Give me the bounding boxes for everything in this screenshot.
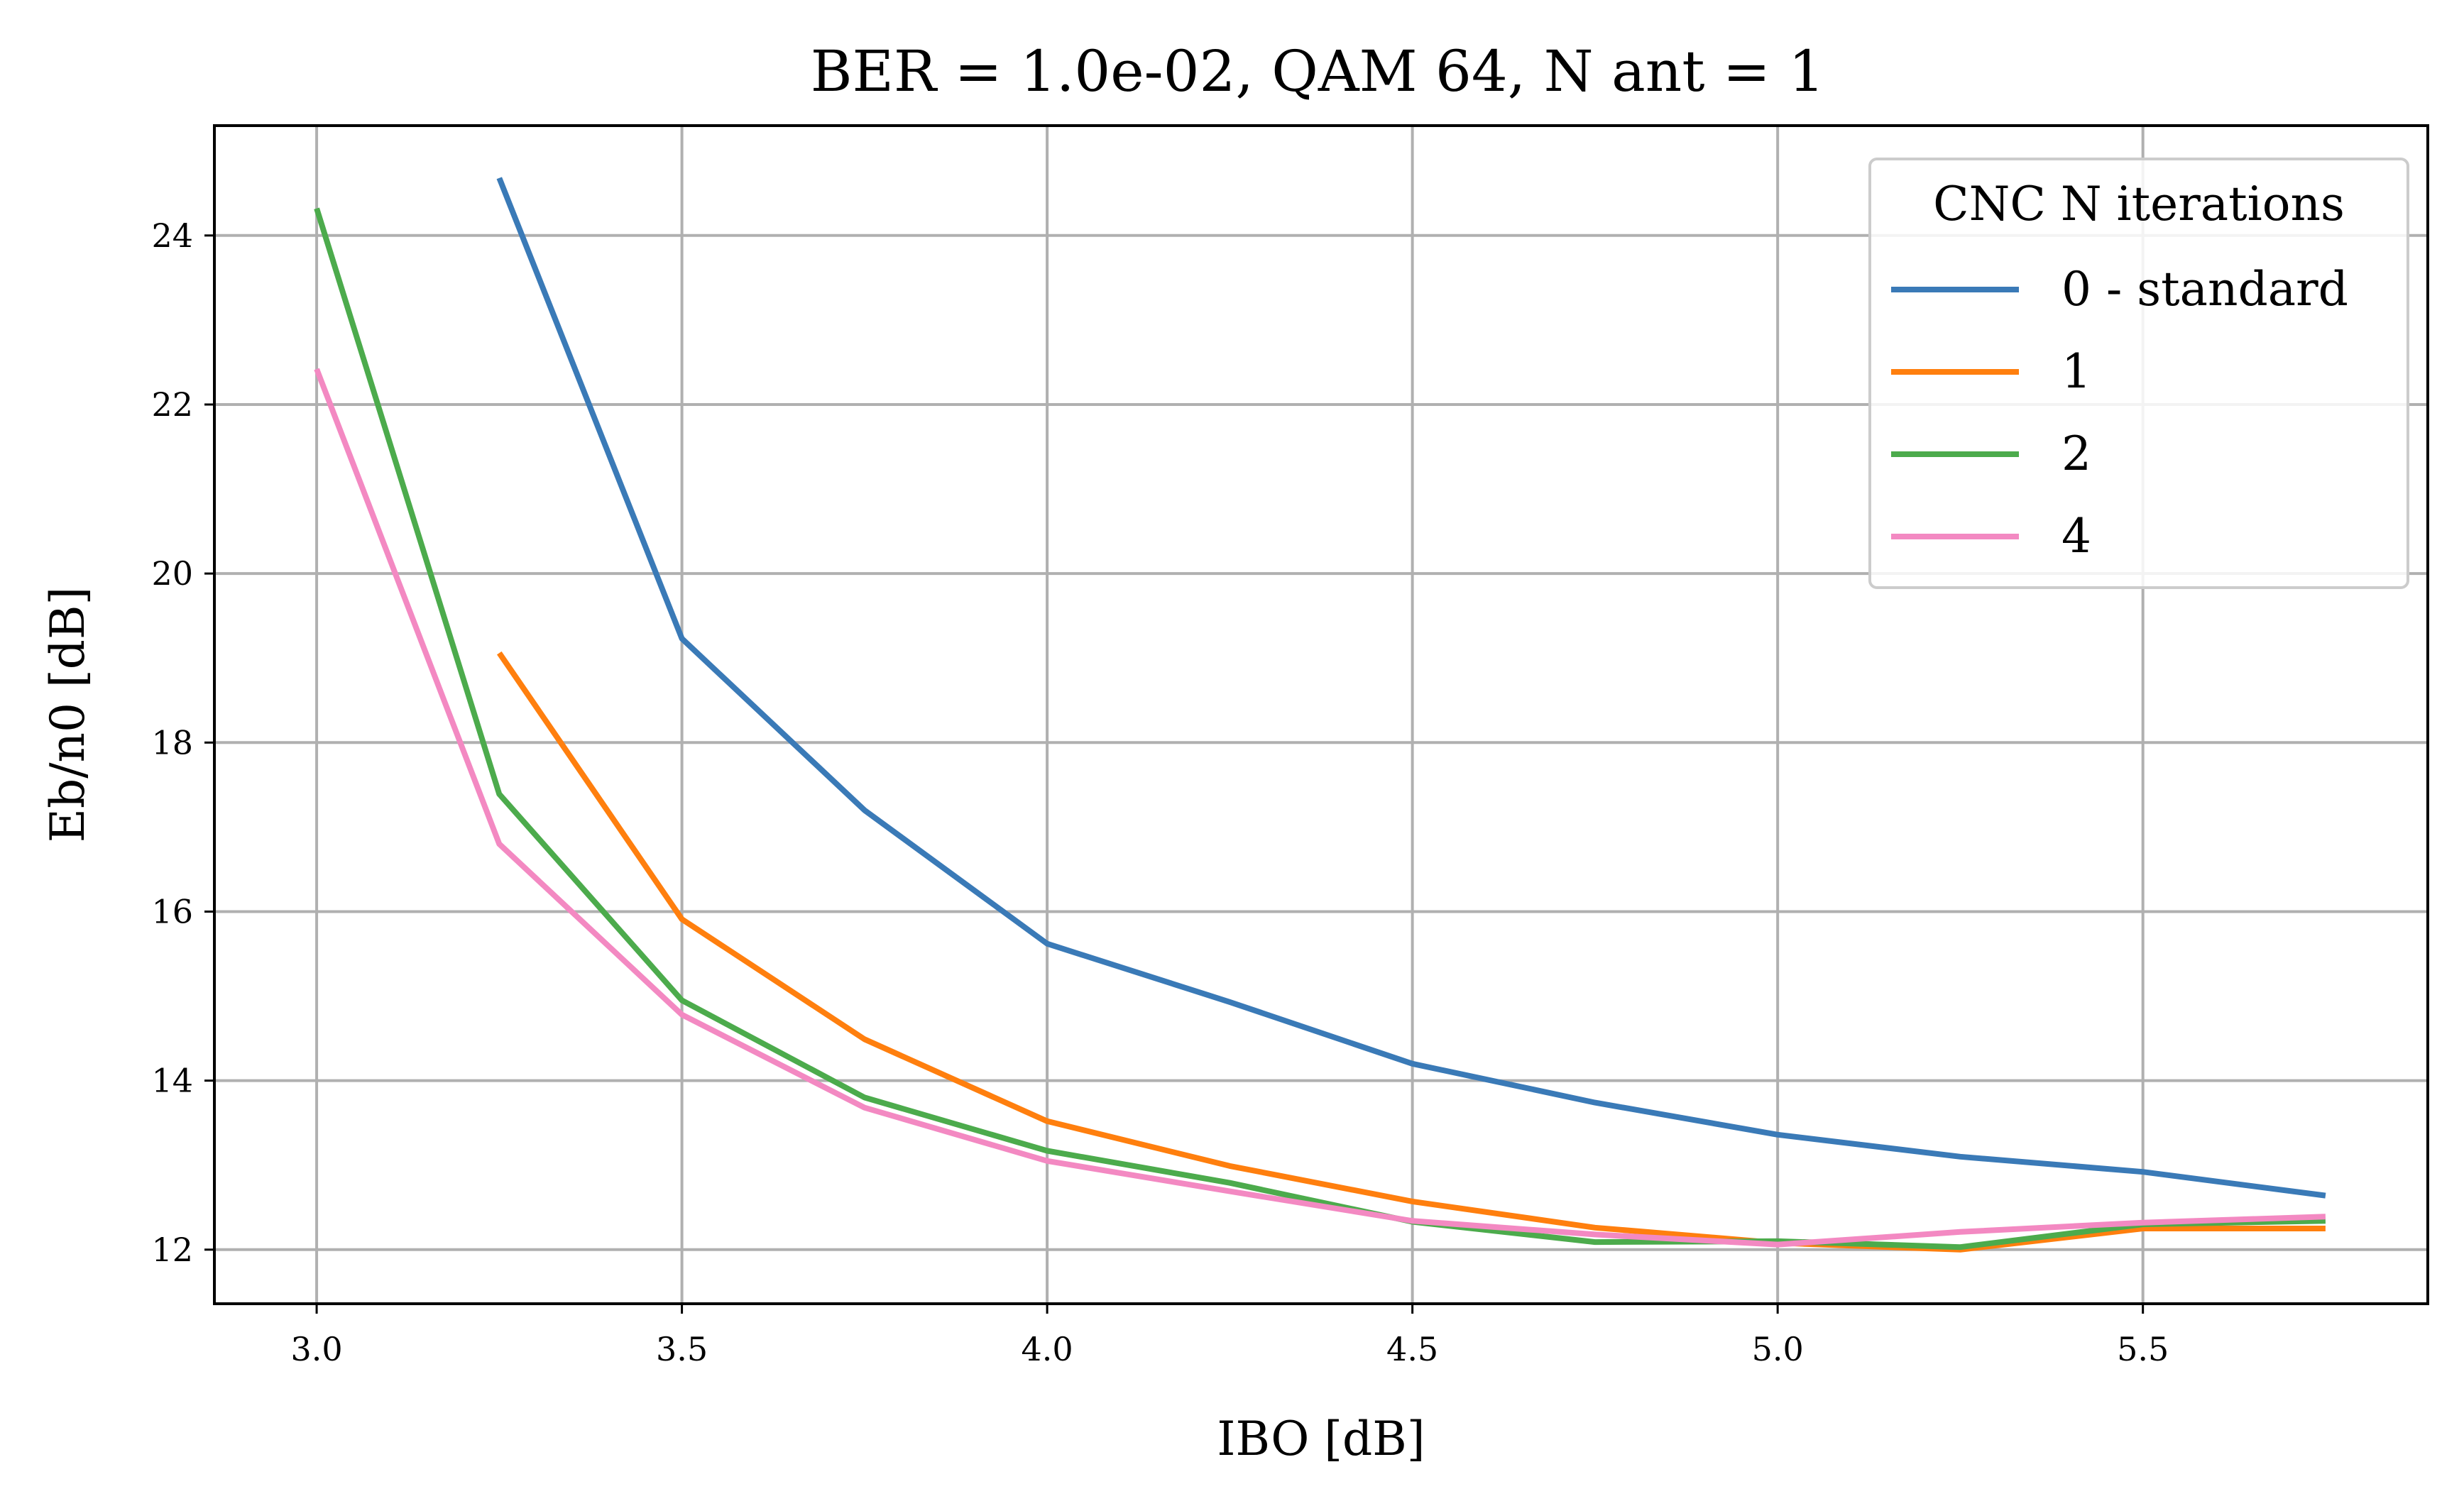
- series-line-0-standard: [496, 177, 2326, 1199]
- x-tick-label: 5.5: [2117, 1330, 2169, 1368]
- series-line-1: [497, 651, 2326, 1253]
- x-tick-label: 5.0: [1752, 1330, 1804, 1368]
- legend-entries: 0 - standard 1 2 4: [1891, 262, 2348, 564]
- legend-box: [1868, 158, 2409, 589]
- series-line-4: [314, 368, 2326, 1248]
- y-axis-label: Eb/n0 [dB]: [40, 587, 95, 842]
- plot-frame: [213, 124, 2429, 1305]
- y-tick-label: 14: [151, 1062, 193, 1100]
- legend-label: 4: [2061, 509, 2091, 564]
- x-axis-ticks: 3.0 3.5 4.0 4.5 5.0 5.5: [290, 1304, 2169, 1368]
- legend: CNC N iterations 0 - standard 1 2 4: [1868, 158, 2409, 589]
- y-tick-label: 16: [151, 892, 193, 930]
- legend-title: CNC N iterations: [1933, 177, 2345, 231]
- y-tick-label: 12: [151, 1231, 193, 1269]
- x-tick-label: 4.0: [1022, 1330, 1073, 1368]
- legend-label: 2: [2061, 427, 2091, 481]
- y-tick-label: 22: [151, 385, 193, 424]
- x-axis-label: IBO [dB]: [1217, 1412, 1425, 1466]
- y-tick-label: 20: [151, 554, 193, 593]
- legend-label: 0 - standard: [2061, 262, 2348, 317]
- y-tick-label: 24: [151, 216, 193, 255]
- series-line-2: [314, 207, 2326, 1251]
- x-tick-label: 3.5: [656, 1330, 708, 1368]
- chart-title: BER = 1.0e-02, QAM 64, N ant = 1: [811, 38, 1825, 104]
- x-tick-label: 4.5: [1386, 1330, 1438, 1368]
- legend-label: 1: [2061, 344, 2091, 399]
- x-tick-label: 3.0: [290, 1330, 342, 1368]
- y-tick-label: 18: [151, 723, 193, 762]
- series-lines: [314, 177, 2326, 1253]
- y-axis-ticks: 12 14 16 18 20 22 24: [151, 216, 214, 1269]
